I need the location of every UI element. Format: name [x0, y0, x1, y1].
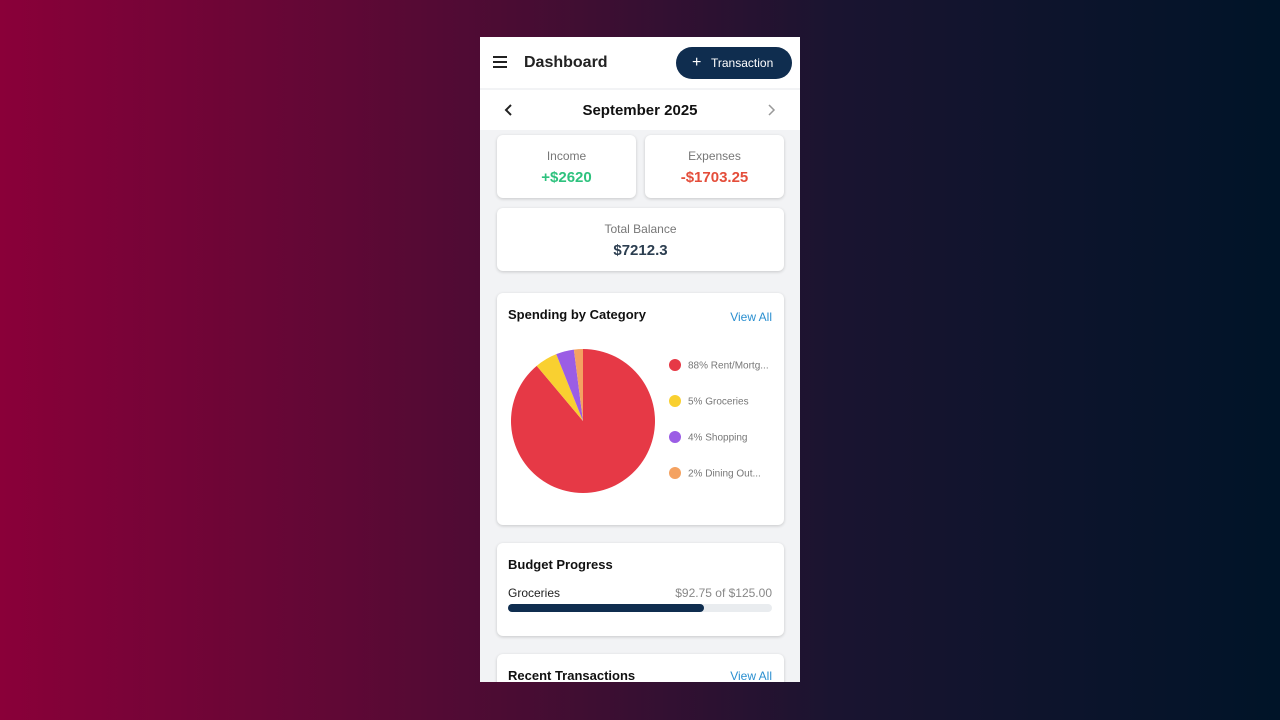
- legend-label: 2% Dining Out...: [688, 469, 761, 480]
- plus-icon: +: [692, 54, 702, 71]
- income-value: +$2620: [541, 169, 592, 186]
- budget-track: [508, 604, 772, 612]
- expenses-value: -$1703.25: [680, 169, 749, 186]
- button-label: Transaction: [711, 56, 774, 70]
- balance-card: Total Balance $7212.3: [497, 208, 784, 271]
- balance-label: Total Balance: [604, 222, 677, 236]
- income-label: Income: [546, 149, 587, 163]
- legend-swatch: [669, 359, 681, 371]
- recent-title: Recent Transactions: [508, 668, 636, 682]
- pie-slice: [556, 349, 583, 421]
- add-transaction-button[interactable]: + Transaction: [676, 47, 792, 79]
- pie-slice: [573, 349, 583, 421]
- budget-item-name: Groceries: [508, 586, 561, 600]
- prev-month[interactable]: [504, 104, 514, 116]
- spending-title: Spending by Category: [508, 307, 646, 322]
- legend-swatch: [669, 467, 681, 479]
- pie-slice: [536, 354, 583, 421]
- page-title: Dashboard: [524, 54, 608, 71]
- balance-value: $7212.3: [613, 242, 668, 259]
- menu-icon[interactable]: [492, 55, 508, 69]
- budget-item-amount: $92.75 of $125.00: [675, 586, 772, 600]
- month-label: September 2025: [582, 102, 698, 119]
- legend-label: 5% Groceries: [688, 397, 749, 408]
- budget-progress: [508, 604, 704, 612]
- phone-screen: Dashboard + Transaction September 2025 I…: [480, 37, 800, 682]
- month-bar: September 2025: [480, 90, 800, 130]
- legend-swatch: [669, 395, 681, 407]
- recent-card: Recent Transactions View All: [497, 654, 784, 682]
- spending-view-all[interactable]: View All: [730, 310, 772, 324]
- expenses-card: Expenses -$1703.25: [645, 135, 784, 198]
- app-bar: Dashboard + Transaction: [480, 37, 800, 88]
- next-month[interactable]: [766, 104, 776, 116]
- budget-card: Budget Progress Groceries $92.75 of $125…: [497, 543, 784, 636]
- legend-label: 88% Rent/Mortg...: [688, 361, 769, 372]
- recent-view-all[interactable]: View All: [730, 669, 772, 682]
- budget-title: Budget Progress: [508, 557, 613, 572]
- legend-swatch: [669, 431, 681, 443]
- legend-label: 4% Shopping: [688, 433, 748, 444]
- expenses-label: Expenses: [688, 149, 741, 163]
- spending-card: Spending by Category View All 88% Rent/M…: [497, 293, 784, 525]
- pie-chart: 88% Rent/Mortg... 5% Groceries 4% Shopping…: [511, 349, 769, 493]
- income-card: Income +$2620: [497, 135, 636, 198]
